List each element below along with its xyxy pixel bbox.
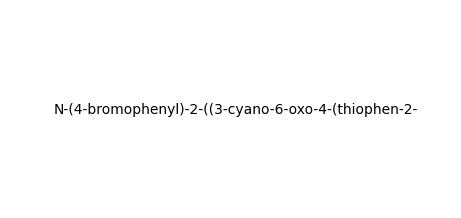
Text: N-(4-bromophenyl)-2-((3-cyano-6-oxo-4-(thiophen-2-: N-(4-bromophenyl)-2-((3-cyano-6-oxo-4-(t… [54, 103, 419, 117]
